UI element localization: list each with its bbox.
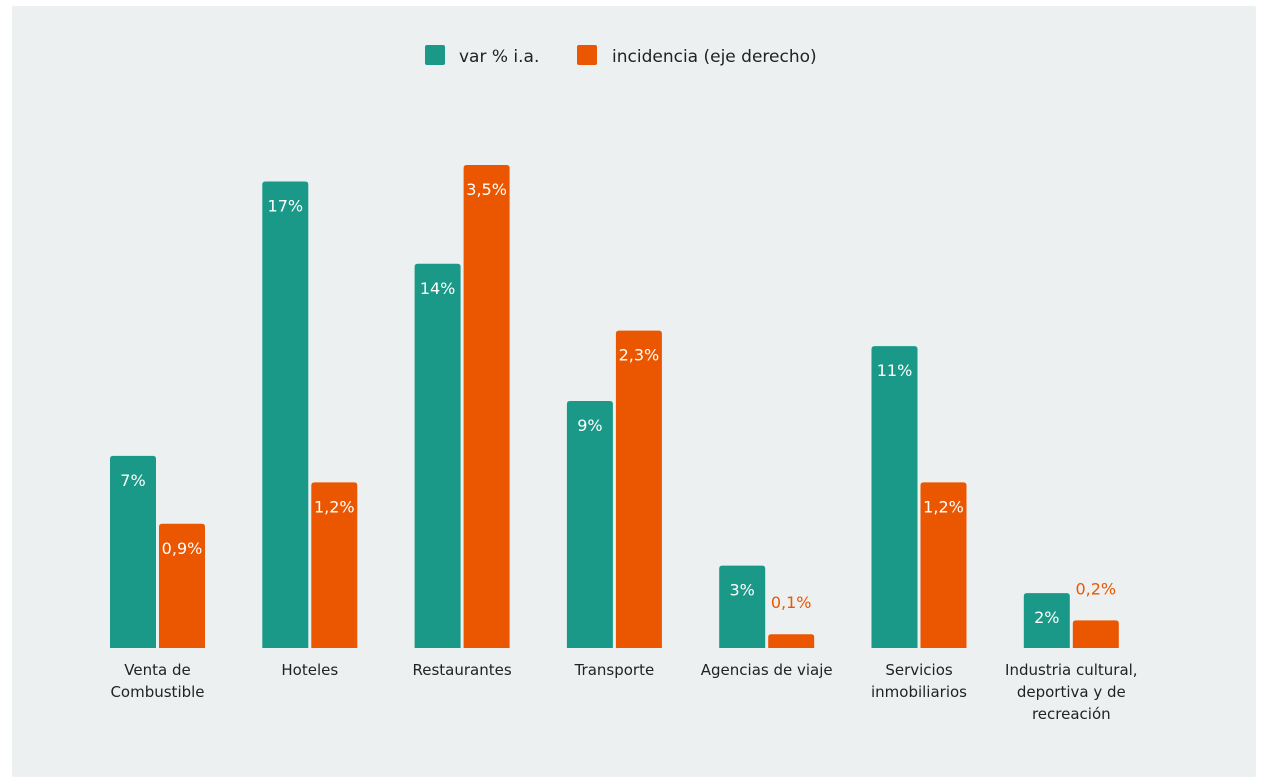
bar-incidencia-3	[615, 330, 662, 648]
category-label-3: Transporte	[574, 661, 655, 679]
data-label-var-2: 14%	[420, 279, 456, 298]
data-label-var-5: 11%	[877, 361, 913, 380]
chart-legend: var % i.a. incidencia (eje derecho)	[425, 45, 817, 67]
data-label-var-0: 7%	[120, 471, 145, 490]
bar-var-5	[871, 346, 918, 648]
category-label-2: Restaurantes	[413, 661, 512, 679]
data-label-incidencia-6: 0,2%	[1075, 579, 1116, 598]
bar-incidencia-6	[1072, 620, 1119, 648]
bar-incidencia-5	[920, 482, 967, 648]
bar-incidencia-1	[311, 482, 358, 648]
bar-var-6	[1023, 593, 1070, 648]
data-label-incidencia-4: 0,1%	[771, 593, 812, 612]
bar-var-4	[719, 565, 766, 648]
data-label-incidencia-5: 1,2%	[923, 497, 964, 516]
category-label-5: Servicios inmobiliarios	[871, 661, 967, 701]
legend-label-incidencia: incidencia (eje derecho)	[612, 47, 817, 67]
bar-var-2	[414, 263, 461, 648]
legend-label-var: var % i.a.	[459, 47, 539, 67]
data-label-incidencia-0: 0,9%	[162, 539, 203, 558]
data-label-var-4: 3%	[730, 581, 755, 600]
legend-swatch-var	[425, 45, 445, 65]
bars-group: 7% 0,9% 17% 1,2% 14% 3,5% 9% 2,3% 3% 0,1% 11% 1,2% 2…	[110, 165, 1119, 648]
legend-swatch-incidencia	[577, 45, 597, 65]
bar-incidencia-0	[159, 523, 205, 648]
data-label-var-1: 17%	[268, 196, 304, 215]
data-label-incidencia-1: 1,2%	[314, 497, 355, 516]
data-label-var-6: 2%	[1034, 608, 1059, 627]
category-label-4: Agencias de viaje	[701, 661, 833, 679]
data-label-incidencia-2: 3,5%	[466, 180, 507, 199]
bar-incidencia-2	[463, 165, 510, 648]
category-label-0: Venta de Combustible	[110, 661, 204, 701]
bar-var-3	[566, 401, 613, 648]
x-axis-labels: Venta de Combustible Hoteles Restaurantes Tr…	[110, 661, 1137, 723]
data-label-incidencia-3: 2,3%	[619, 346, 660, 365]
bar-var-0	[110, 455, 156, 648]
category-label-6: Industria cultural, deportiva y de recreac…	[1005, 661, 1138, 723]
bar-incidencia-4	[768, 634, 815, 648]
data-label-var-3: 9%	[577, 416, 602, 435]
bar-var-1	[262, 181, 309, 648]
category-label-1: Hoteles	[281, 661, 338, 679]
